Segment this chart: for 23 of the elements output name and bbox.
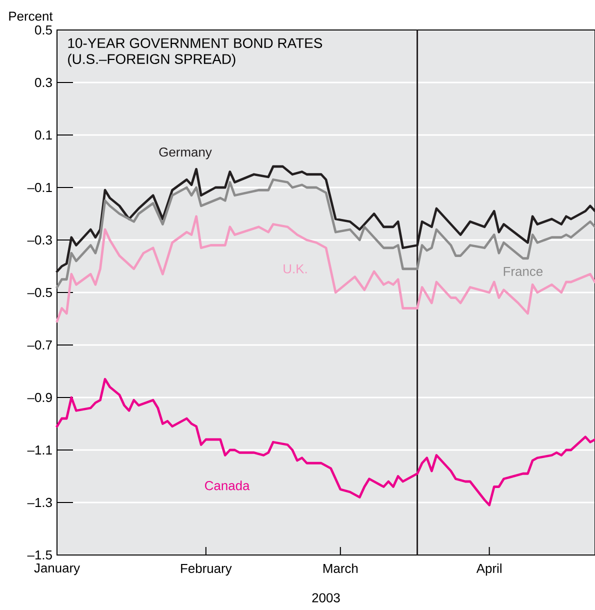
- x-tick-label: April: [476, 564, 502, 576]
- y-tick-label: –0.7: [27, 340, 52, 350]
- x-tick-label: January: [34, 564, 80, 576]
- chart-title: 10-YEAR GOVERNMENT BOND RATES: [68, 38, 322, 48]
- series-label: U.K.: [284, 264, 307, 274]
- y-tick-label: –1.3: [27, 498, 52, 508]
- text: (U.S.–FOREIGN SPREAD): [68, 54, 236, 67]
- x-tick-label: March: [323, 564, 358, 574]
- y-tick-label: –0.9: [27, 392, 52, 402]
- y-tick-label: 0.5: [34, 25, 52, 35]
- x-axis-title: 2003: [312, 593, 340, 602]
- y-tick-label: –1.1: [27, 446, 52, 454]
- series-label: France: [504, 266, 543, 276]
- y-tick-label: –0.5: [27, 288, 52, 298]
- text: Canada: [205, 480, 250, 490]
- y-axis-title: Percent: [9, 12, 53, 21]
- x-tick-label: February: [181, 564, 232, 576]
- y-tick-label: 0.3: [34, 78, 52, 88]
- y-tick-label: –0.1: [27, 182, 52, 192]
- y-tick-label: –0.3: [27, 235, 52, 245]
- y-tick-label: 0.1: [34, 130, 52, 140]
- series-label: Germany: [159, 148, 212, 160]
- y-tick-label: –1.5: [27, 550, 52, 560]
